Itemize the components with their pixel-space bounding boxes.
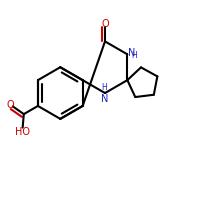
Text: H: H (132, 51, 137, 60)
Text: O: O (6, 100, 14, 110)
Text: HO: HO (15, 127, 30, 137)
Text: O: O (101, 19, 109, 29)
Text: H: H (101, 83, 107, 92)
Text: N: N (128, 48, 136, 58)
Text: N: N (101, 94, 109, 104)
